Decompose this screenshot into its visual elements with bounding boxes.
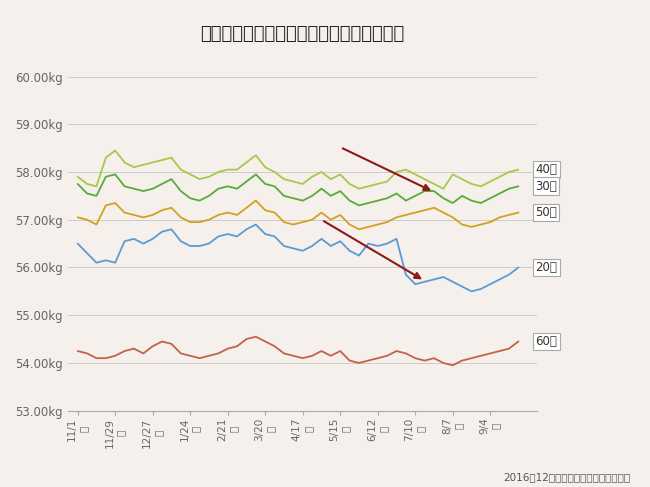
Text: 60代: 60代 [535, 335, 557, 348]
Text: 50代: 50代 [535, 206, 557, 219]
Text: 30代: 30代 [535, 180, 557, 193]
Text: 2016年12月　ドコモ・ヘルスケア調べ: 2016年12月 ドコモ・ヘルスケア調べ [503, 472, 630, 482]
Title: 年齢ごと週ごとの平均体重の推移（女性）: 年齢ごと週ごとの平均体重の推移（女性） [201, 25, 405, 43]
Text: 20代: 20代 [535, 261, 557, 274]
Text: 40代: 40代 [535, 163, 557, 176]
